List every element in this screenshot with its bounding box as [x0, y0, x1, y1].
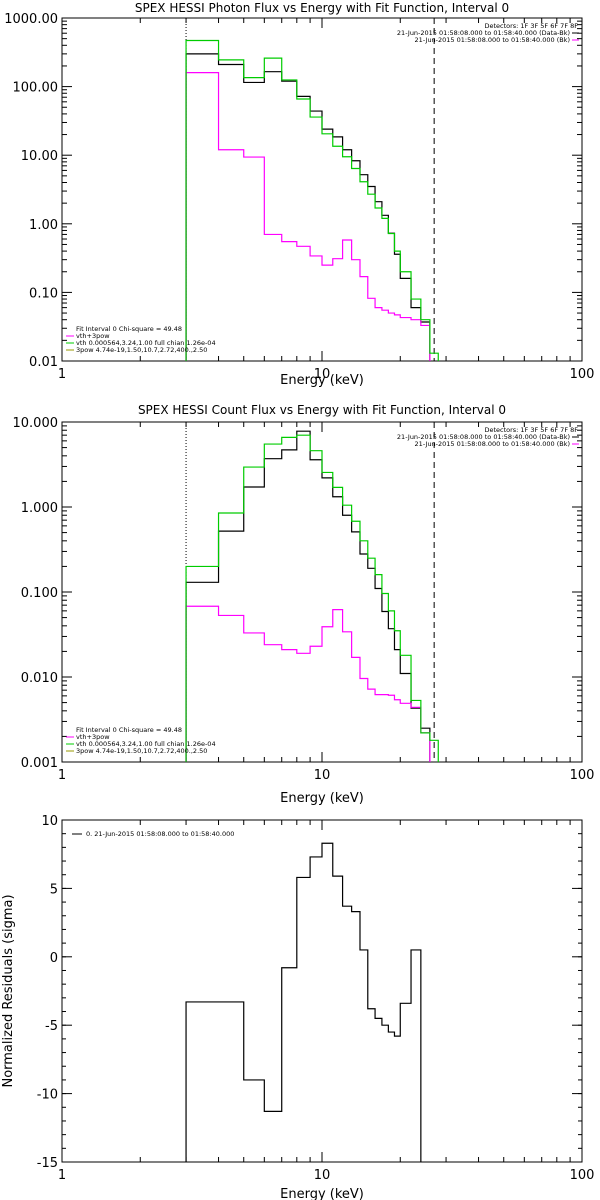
legend-entry: vth+3pow: [76, 733, 110, 741]
y-tick-label: 0.100: [21, 586, 58, 601]
residual-x-axis-label: Energy (keV): [280, 1187, 364, 1200]
count-series-2-histogram: [185, 434, 439, 762]
y-tick-label: -5: [45, 1019, 58, 1034]
legend-header-line: Detectors: 1F 3F 5F 6F 7F 8F: [484, 426, 578, 434]
legend-entry: 0. 21-Jun-2015 01:58:08.000 to 01:58:40.…: [86, 830, 234, 838]
residual-plot-frame: [61, 819, 583, 1163]
y-tick-label: 1.00: [29, 218, 58, 233]
y-tick-label: 1000.00: [4, 12, 58, 27]
count-series-1-histogram: [185, 605, 431, 762]
y-tick-label: 0.010: [21, 671, 58, 686]
legend-entry: Fit Interval 0 Chi-square = 49.48: [76, 726, 182, 734]
x-tick-label: 1: [58, 768, 66, 783]
y-tick-label: 1.000: [21, 501, 58, 516]
x-tick-label: 1: [58, 367, 66, 382]
y-tick-label: 0.10: [29, 286, 58, 301]
x-tick-label: 1: [58, 1168, 66, 1183]
legend-header-line: Detectors: 1F 3F 5F 6F 7F 8F: [484, 22, 578, 30]
y-tick-label: 10: [41, 814, 58, 829]
count-flux-panel: SPEX HESSI Count Flux vs Energy with Fit…: [13, 403, 595, 806]
legend-entry: vth+3pow: [76, 332, 110, 340]
x-tick-label: 100: [570, 768, 595, 783]
y-tick-label: -10: [37, 1088, 58, 1103]
y-tick-label: 10.000: [13, 416, 59, 431]
y-tick-label: 10.00: [21, 149, 58, 164]
legend-header-line: 21-Jun-2015 01:58:08.000 to 01:58:40.000…: [415, 36, 570, 44]
y-tick-label: 0.01: [29, 355, 58, 370]
x-tick-label: 100: [570, 1168, 595, 1183]
y-tick-label: 100.00: [13, 81, 59, 96]
photon-plot-frame: [61, 17, 583, 362]
x-tick-label: 10: [314, 367, 331, 382]
count-chart-title: SPEX HESSI Count Flux vs Energy with Fit…: [138, 403, 506, 417]
legend-entry: Fit Interval 0 Chi-square = 49.48: [76, 325, 182, 333]
legend-header-line: 21-Jun-2015 01:58:08.000 to 01:58:40.000…: [397, 433, 570, 441]
count-x-axis-label: Energy (keV): [280, 791, 364, 806]
residual-y-axis-label: Normalized Residuals (sigma): [1, 894, 16, 1087]
legend-header-line: 21-Jun-2015 01:58:08.000 to 01:58:40.000…: [415, 440, 570, 448]
x-tick-label: 10: [314, 1168, 331, 1183]
photon-series-2-histogram: [185, 39, 439, 361]
legend-header-line: 21-Jun-2015 01:58:08.000 to 01:58:40.000…: [397, 29, 570, 37]
y-tick-label: 5: [50, 882, 58, 897]
residuals-panel: 1 10 100 10 5 0 -5 -10 -15 Energy (keV) Normalized…: [1, 814, 594, 1200]
count-series-0-histogram: [185, 430, 431, 762]
legend-entry: vth 0.000564,3.24,1.00 full chian 1.26e-…: [76, 740, 216, 748]
y-tick-label: 0.001: [21, 756, 58, 771]
y-tick-label: 0: [50, 951, 58, 966]
photon-series-0-histogram: [185, 53, 431, 361]
photon-chart-title: SPEX HESSI Photon Flux vs Energy with Fi…: [135, 1, 509, 15]
legend-entry: 3pow 4.74e-19,1.50,10.7,2.72,400.,2.50: [76, 747, 207, 755]
photon-x-axis-label: Energy (keV): [280, 373, 364, 388]
legend-entry: 3pow 4.74e-19,1.50,10.7,2.72,400.,2.50: [76, 346, 207, 354]
x-tick-label: 100: [570, 367, 595, 382]
legend-entry: vth 0.000564,3.24,1.00 full chian 1.26e-…: [76, 339, 216, 347]
photon-series-1-histogram: [185, 71, 431, 361]
y-tick-label: -15: [37, 1156, 58, 1171]
x-tick-label: 10: [314, 768, 331, 783]
residual-series-0-histogram: [185, 842, 422, 1162]
photon-flux-panel: SPEX HESSI Photon Flux vs Energy with Fi…: [4, 1, 594, 388]
